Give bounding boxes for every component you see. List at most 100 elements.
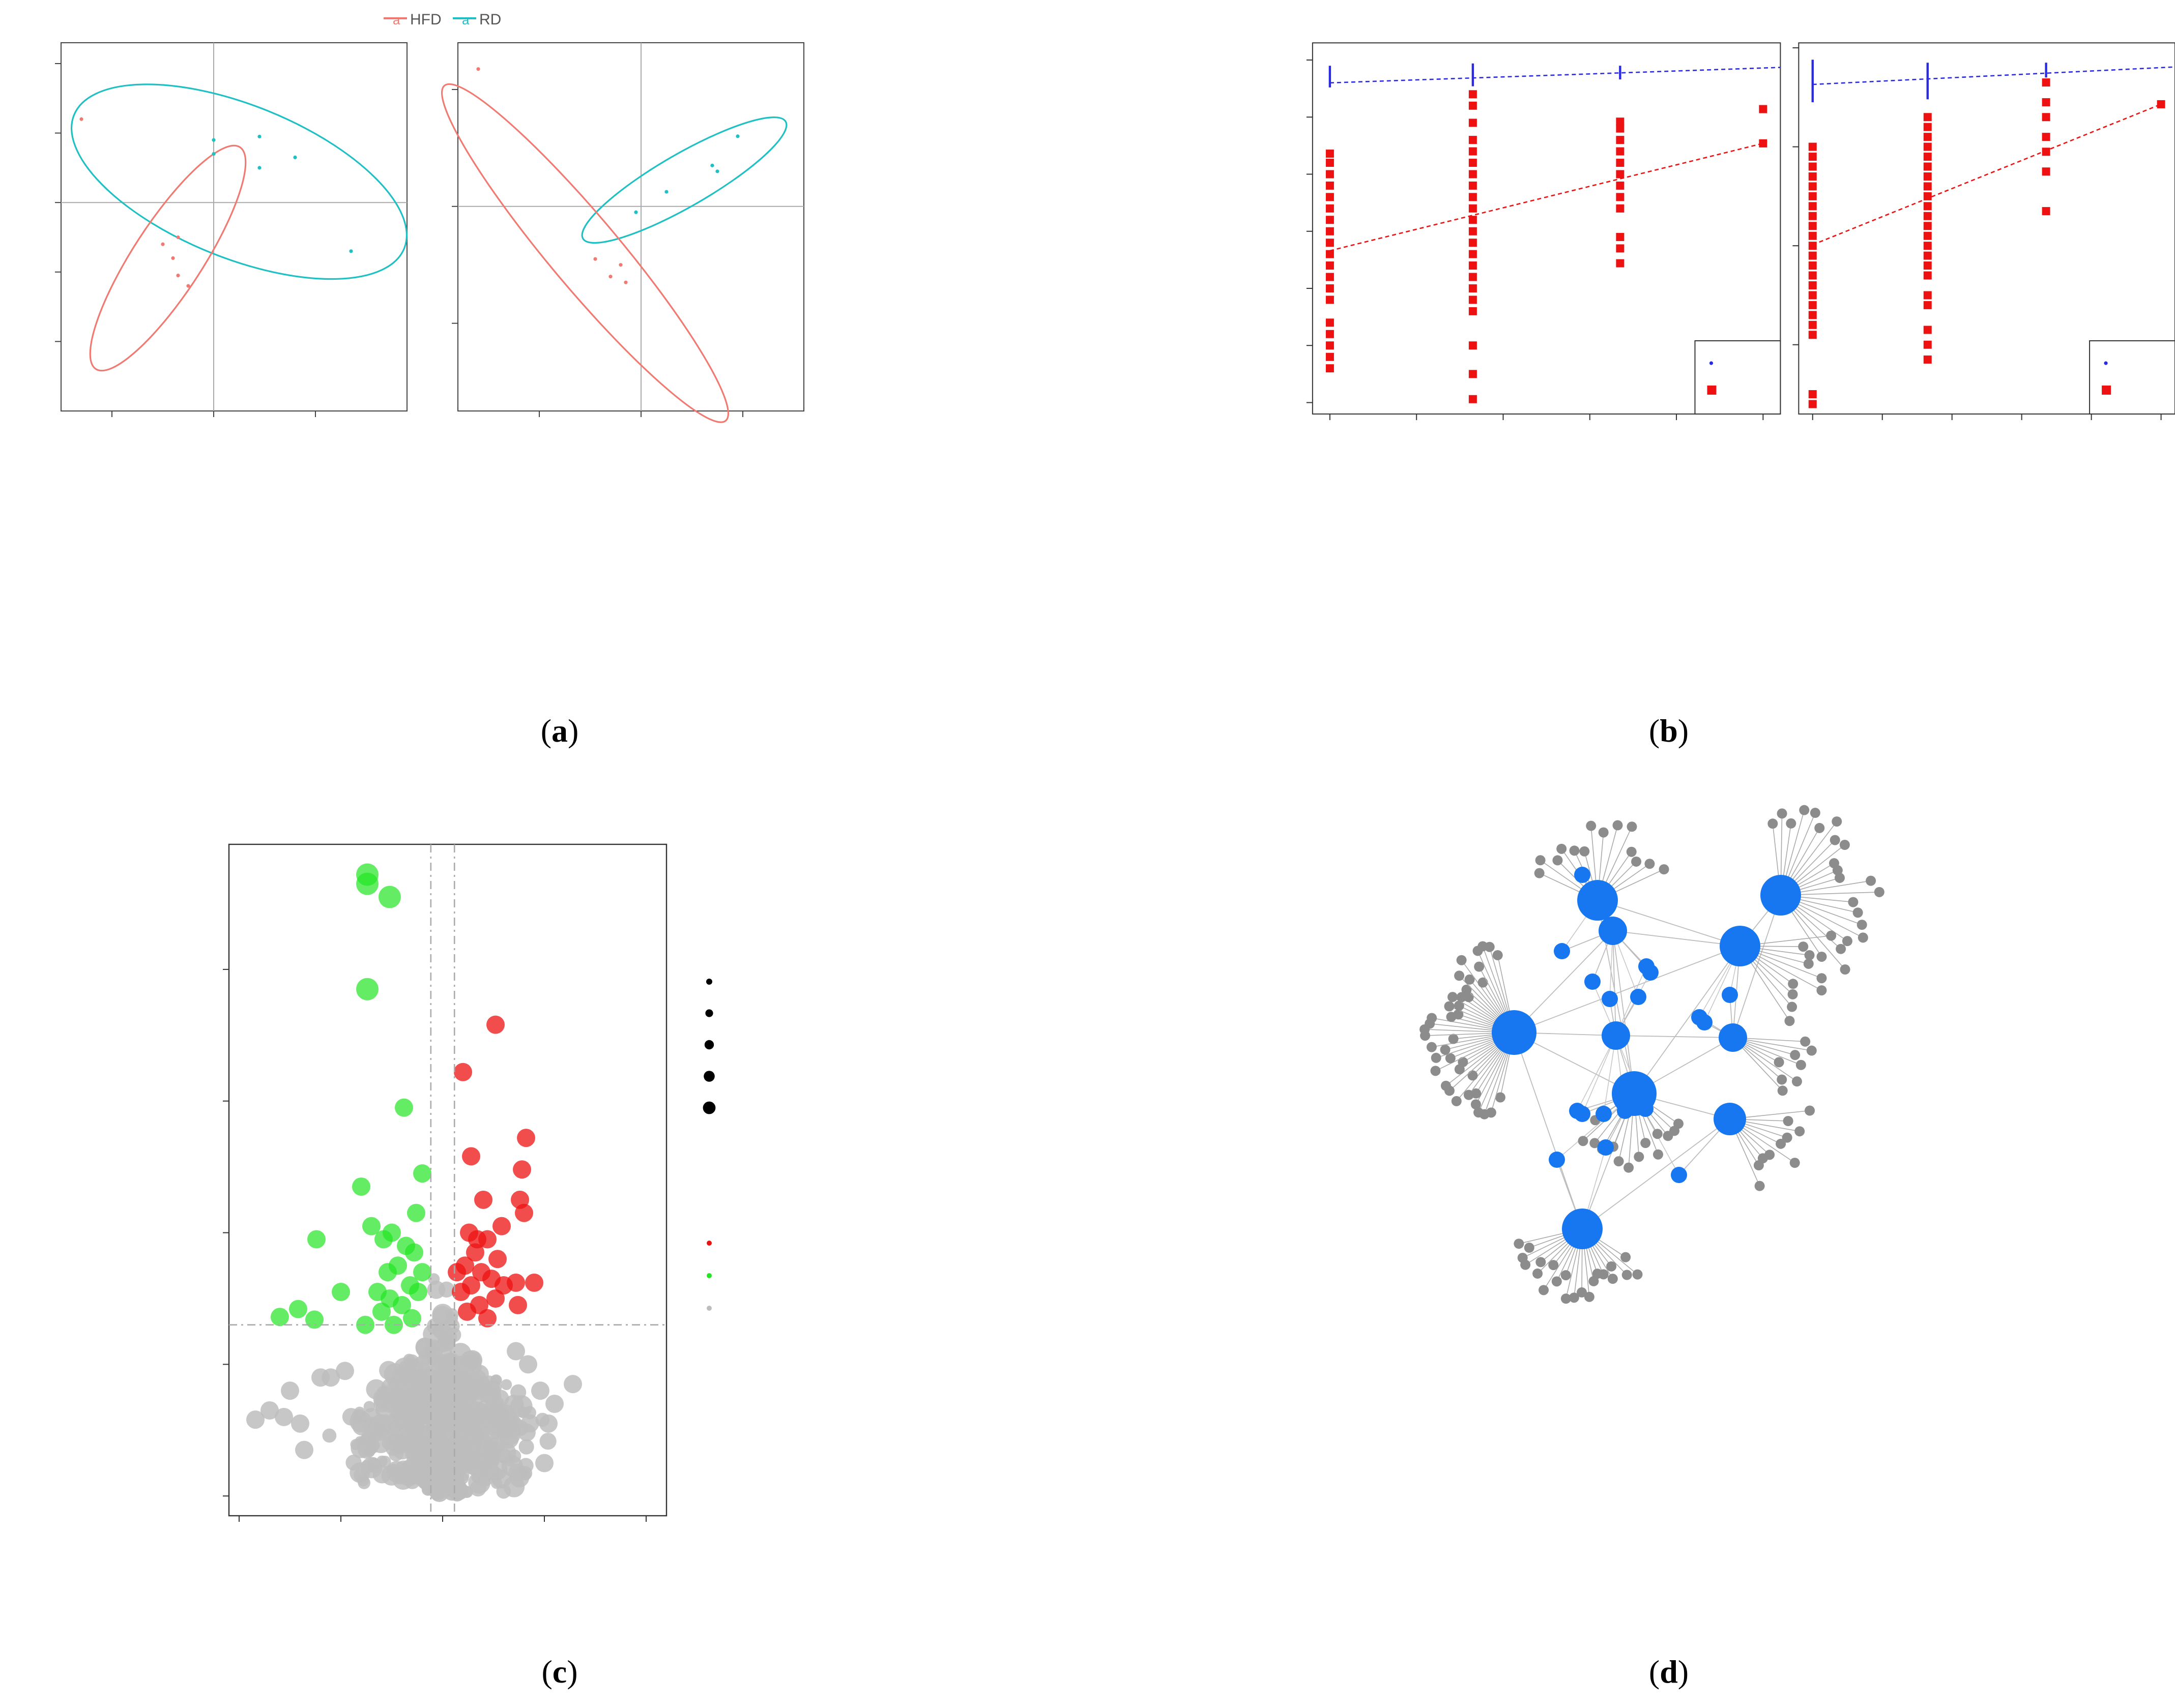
leaf-node [1786, 818, 1796, 829]
volcano-point-down [405, 1243, 423, 1262]
q2-point [2042, 133, 2050, 141]
confidence-ellipse-hfd [441, 83, 730, 423]
q2-point [1808, 182, 1817, 191]
leaf-node [1814, 822, 1825, 833]
leaf-node [1451, 1096, 1462, 1106]
network-edge [1514, 946, 1741, 1033]
q2-point [1468, 296, 1477, 304]
q2-point [1325, 250, 1334, 258]
network-edge [1582, 1118, 1730, 1229]
leaf-node [1640, 1138, 1651, 1149]
volcano-point-none [445, 1312, 458, 1325]
volcano-point-down [356, 872, 379, 895]
leaf-node [1444, 1001, 1455, 1012]
leaf-node [1589, 1138, 1600, 1149]
q2-point [1468, 170, 1477, 179]
sample-point [212, 138, 216, 142]
network-edge [1514, 1032, 1635, 1094]
q2-point [2042, 98, 2050, 107]
volcano-point-none [501, 1379, 512, 1391]
leaf-node [1470, 1099, 1481, 1110]
sample-point [608, 275, 613, 279]
leaf-node [1754, 1181, 1765, 1191]
leaf-node [1789, 1158, 1800, 1168]
volcano-point-none [545, 1395, 564, 1413]
legend-r2-marker [1709, 361, 1714, 365]
q2-point [1468, 341, 1477, 350]
volcano-point-up [495, 1276, 513, 1295]
q2-point [1616, 170, 1625, 179]
q2-point [2157, 100, 2165, 108]
metabolite-node [1722, 987, 1738, 1003]
leaf-node [1606, 1261, 1617, 1272]
leaf-node [1857, 920, 1867, 930]
metabolite-node [1574, 867, 1590, 883]
volcano-point-down [407, 1203, 425, 1222]
q2-point [1923, 355, 1932, 364]
volcano-point-none [295, 1440, 313, 1459]
q2-point [1616, 193, 1625, 201]
q2-point [1325, 216, 1334, 224]
volcano-point-down [374, 1230, 393, 1249]
leaf-node [1621, 1270, 1632, 1280]
q2-point [1325, 150, 1334, 158]
leaf-node [1799, 805, 1810, 815]
leaf-node [1447, 992, 1458, 1003]
volcano-point-none [336, 1362, 354, 1380]
q2-point [1468, 90, 1477, 99]
leaf-node [1839, 839, 1850, 850]
sample-point [171, 256, 175, 260]
q2-point [1616, 181, 1625, 190]
volcano-point-up [452, 1283, 470, 1301]
metabolite-node [1549, 1152, 1565, 1168]
plot-frame [1798, 42, 2175, 415]
q2-point [1808, 301, 1817, 309]
q2-point [1759, 105, 1767, 113]
confidence-ellipse-hfd [89, 144, 247, 372]
q2-point [1808, 142, 1817, 151]
volcano-point-none [437, 1472, 453, 1489]
q2-point [1808, 291, 1817, 300]
volcano-point-none [379, 1455, 391, 1468]
volcano-point-none [246, 1410, 265, 1429]
legend-rd-label: RD [479, 11, 501, 28]
leaf-node [1776, 1138, 1786, 1149]
network-panel-d [1419, 805, 1884, 1304]
volcano-point-none [411, 1379, 433, 1402]
leaf-node [1858, 932, 1868, 943]
q2-point [1468, 227, 1477, 235]
volcano-point-none [322, 1428, 337, 1443]
volcano-point-up [486, 1015, 505, 1034]
volcano-point-none [518, 1423, 536, 1441]
volcano-point-none [366, 1457, 380, 1470]
sample-point [161, 242, 165, 246]
q2-point [1468, 284, 1477, 292]
q2-point [1923, 142, 1932, 151]
q2-regression-line [1812, 103, 2162, 246]
leaf-node [1598, 827, 1609, 838]
legend-rd-marker: a [462, 12, 470, 27]
q2-point [1616, 124, 1625, 133]
r2-regression-line [1329, 67, 1781, 84]
q2-point [1923, 113, 1932, 122]
legend-q2-marker [2102, 385, 2111, 395]
volcano-point-none [539, 1433, 557, 1450]
leaf-node [1803, 958, 1814, 969]
volcano-point-none [465, 1456, 484, 1476]
q2-point [1468, 119, 1477, 127]
leaf-node [1767, 818, 1778, 829]
leaf-node [1852, 907, 1863, 918]
volcano-point-up [515, 1203, 533, 1222]
leaf-node [1445, 1053, 1456, 1064]
leaf-node [1588, 1276, 1599, 1286]
volcano-point-none [410, 1406, 421, 1418]
hub-node [1599, 917, 1627, 945]
q2-point [1616, 204, 1625, 213]
volcano-point-none [461, 1392, 483, 1413]
volcano-point-none [363, 1446, 375, 1457]
q2-point [1325, 284, 1334, 292]
volcano-point-none [399, 1462, 415, 1478]
metabolite-node [1671, 1167, 1687, 1183]
volcano-point-none [367, 1429, 381, 1443]
q2-point [1923, 340, 1932, 349]
